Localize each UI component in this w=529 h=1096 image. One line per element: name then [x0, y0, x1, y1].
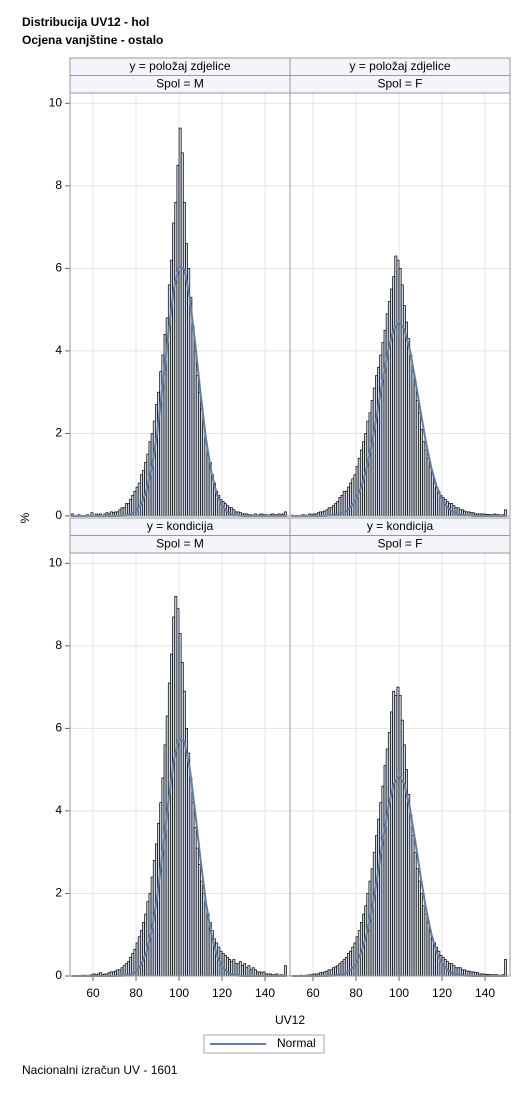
- x-tick-label: 120: [212, 986, 232, 1000]
- y-tick-label: 4: [55, 343, 62, 357]
- y-tick-label: 4: [55, 803, 62, 817]
- strip-label: Spol = M: [156, 77, 204, 91]
- y-tick-label: 0: [55, 968, 62, 982]
- y-tick-label: 10: [49, 95, 63, 109]
- footnote: Nacionalni izračun UV - 1601: [22, 1063, 178, 1077]
- panel-frame: [289, 92, 511, 517]
- x-tick-label: 140: [475, 986, 495, 1000]
- y-tick-label: 6: [55, 721, 62, 735]
- strip-label: Spol = M: [156, 537, 204, 551]
- panel-frame: [289, 552, 511, 977]
- bar: [504, 959, 507, 977]
- normal-curve: [291, 320, 507, 517]
- y-axis-label: %: [18, 512, 32, 523]
- normal-curve: [71, 737, 287, 977]
- strip-label: Spol = F: [377, 77, 422, 91]
- y-tick-label: 8: [55, 638, 62, 652]
- y-tick-label: 8: [55, 178, 62, 192]
- x-tick-label: 60: [306, 986, 320, 1000]
- y-tick-label: 6: [55, 261, 62, 275]
- strip-label: y = položaj zdjelice: [349, 59, 450, 73]
- y-tick-label: 10: [49, 555, 63, 569]
- x-tick-label: 140: [255, 986, 275, 1000]
- y-tick-label: 2: [55, 886, 62, 900]
- normal-curve: [71, 264, 287, 517]
- legend-label: Normal: [277, 1036, 316, 1050]
- normal-curve: [291, 774, 507, 977]
- x-tick-label: 60: [86, 986, 100, 1000]
- x-tick-label: 80: [129, 986, 143, 1000]
- chart-title: Distribucija UV12 - hol: [22, 15, 149, 29]
- bar: [284, 965, 287, 977]
- strip-label: y = kondicija: [147, 519, 214, 533]
- x-tick-label: 100: [389, 986, 409, 1000]
- strip-label: y = položaj zdjelice: [129, 59, 230, 73]
- strip-label: Spol = F: [377, 537, 422, 551]
- x-tick-label: 100: [169, 986, 189, 1000]
- x-tick-label: 80: [349, 986, 363, 1000]
- y-tick-label: 0: [55, 508, 62, 522]
- chart-subtitle: Ocjena vanjštine - ostalo: [22, 33, 163, 47]
- y-tick-label: 2: [55, 426, 62, 440]
- x-axis-label: UV12: [275, 1013, 305, 1027]
- x-tick-label: 120: [432, 986, 452, 1000]
- strip-label: y = kondicija: [367, 519, 434, 533]
